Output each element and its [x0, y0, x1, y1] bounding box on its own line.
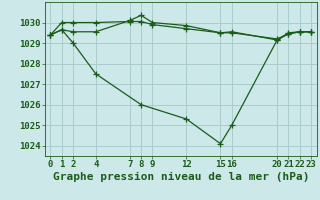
X-axis label: Graphe pression niveau de la mer (hPa): Graphe pression niveau de la mer (hPa): [52, 172, 309, 182]
